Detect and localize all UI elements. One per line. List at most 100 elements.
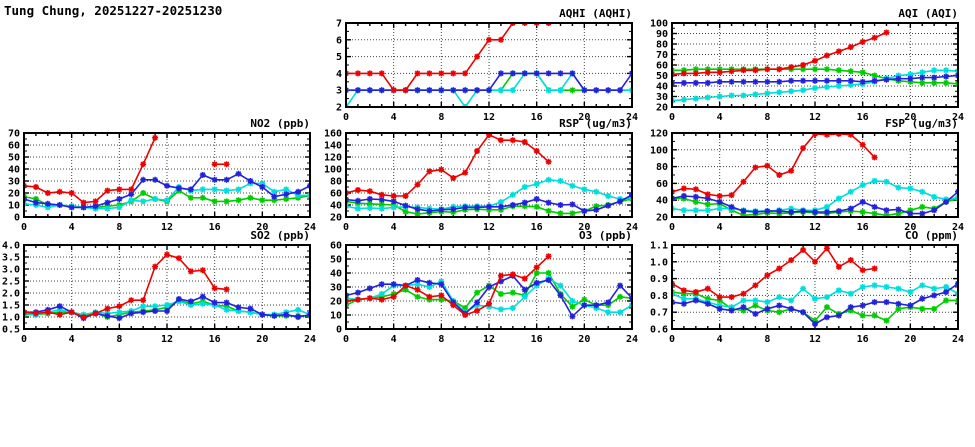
svg-text:1.1: 1.1 — [650, 241, 668, 252]
svg-text:20: 20 — [256, 222, 268, 233]
svg-text:3: 3 — [336, 86, 342, 97]
svg-text:4: 4 — [391, 112, 397, 123]
svg-text:20: 20 — [578, 222, 590, 233]
svg-text:30: 30 — [8, 177, 20, 188]
svg-text:40: 40 — [656, 82, 668, 93]
svg-text:20: 20 — [8, 189, 20, 200]
svg-text:0.9: 0.9 — [650, 274, 668, 285]
chart-rsp: RSP (ug/m3) 0 4 8 12 16 20 24 20 40 60 80 100 120 140… — [322, 110, 644, 242]
svg-text:4: 4 — [717, 334, 723, 345]
svg-text:70: 70 — [8, 129, 20, 140]
svg-text:60: 60 — [330, 189, 342, 200]
svg-text:20: 20 — [578, 334, 590, 345]
svg-text:20: 20 — [330, 297, 342, 308]
chart-no2: NO2 (ppb) 0 4 8 12 16 20 24 0 10 20 30 40 50 60 70 — [0, 110, 322, 242]
svg-text:0: 0 — [21, 222, 27, 233]
svg-text:16: 16 — [209, 222, 221, 233]
chart-title-rsp: RSP (ug/m3) — [559, 117, 632, 130]
svg-text:16: 16 — [857, 222, 869, 233]
svg-text:24: 24 — [304, 222, 316, 233]
svg-text:4: 4 — [717, 222, 723, 233]
chart-fsp: FSP (ug/m3) 0 4 8 12 16 20 24 20 40 60 80 100 120 — [648, 110, 970, 242]
svg-text:90: 90 — [656, 29, 668, 40]
svg-text:8: 8 — [438, 222, 444, 233]
svg-text:4: 4 — [391, 222, 397, 233]
svg-text:24: 24 — [952, 112, 964, 123]
svg-text:4: 4 — [391, 334, 397, 345]
svg-text:0: 0 — [669, 112, 675, 123]
svg-text:5: 5 — [336, 52, 342, 63]
svg-text:20: 20 — [904, 222, 916, 233]
svg-text:100: 100 — [650, 145, 668, 156]
chart-title-aqi: AQI (AQI) — [898, 7, 958, 20]
svg-text:0.7: 0.7 — [650, 308, 668, 319]
svg-text:20: 20 — [904, 334, 916, 345]
svg-text:0.6: 0.6 — [650, 325, 668, 336]
svg-text:4.0: 4.0 — [2, 241, 20, 252]
svg-text:24: 24 — [626, 112, 638, 123]
svg-text:2.0: 2.0 — [2, 289, 20, 300]
svg-text:16: 16 — [857, 334, 869, 345]
svg-text:0: 0 — [14, 213, 20, 224]
chart-title-aqhi: AQHI (AQHI) — [559, 7, 632, 20]
o3-plot-area: 0 4 8 12 16 20 24 0 10 20 30 40 50 60 — [330, 241, 638, 346]
svg-text:4: 4 — [336, 69, 342, 80]
svg-text:20: 20 — [656, 213, 668, 224]
svg-text:0: 0 — [336, 325, 342, 336]
svg-text:80: 80 — [330, 177, 342, 188]
svg-text:120: 120 — [324, 153, 342, 164]
chart-aqhi: AQHI (AQHI) 0 4 8 12 16 20 24 2 3 4 5 6 7 — [322, 0, 644, 132]
svg-text:16: 16 — [531, 334, 543, 345]
svg-text:120: 120 — [650, 129, 668, 140]
svg-text:10: 10 — [330, 311, 342, 322]
svg-text:12: 12 — [809, 334, 821, 345]
svg-text:160: 160 — [324, 129, 342, 140]
svg-text:4: 4 — [717, 112, 723, 123]
svg-text:7: 7 — [336, 19, 342, 30]
fsp-plot-area: 0 4 8 12 16 20 24 20 40 60 80 100 120 — [650, 129, 964, 234]
svg-text:40: 40 — [8, 165, 20, 176]
svg-text:24: 24 — [952, 222, 964, 233]
svg-text:24: 24 — [626, 222, 638, 233]
svg-text:0.8: 0.8 — [650, 291, 668, 302]
svg-text:1.5: 1.5 — [2, 301, 20, 312]
svg-text:12: 12 — [161, 334, 173, 345]
svg-text:12: 12 — [483, 334, 495, 345]
svg-text:20: 20 — [256, 334, 268, 345]
page-title: Tung Chung, 20251227-20251230 — [4, 3, 223, 18]
svg-text:2.5: 2.5 — [2, 277, 20, 288]
svg-text:20: 20 — [656, 103, 668, 114]
svg-text:20: 20 — [578, 112, 590, 123]
svg-text:8: 8 — [438, 112, 444, 123]
svg-text:50: 50 — [330, 255, 342, 266]
svg-text:1.0: 1.0 — [650, 257, 668, 268]
svg-text:50: 50 — [656, 71, 668, 82]
svg-text:30: 30 — [656, 92, 668, 103]
so2-plot-area: 0 4 8 12 16 20 24 0.51.01.52.02.53.03.54.0 — [2, 241, 316, 346]
svg-text:12: 12 — [483, 222, 495, 233]
svg-text:24: 24 — [952, 334, 964, 345]
chart-co: CO (ppm) 0 4 8 12 16 20 24 0.6 0.7 0.8 0.9 1.0 1.1 — [648, 222, 970, 354]
chart-title-so2: SO2 (ppb) — [250, 229, 310, 242]
svg-text:12: 12 — [161, 222, 173, 233]
svg-text:140: 140 — [324, 141, 342, 152]
svg-text:30: 30 — [330, 283, 342, 294]
svg-text:0: 0 — [669, 222, 675, 233]
svg-text:60: 60 — [656, 61, 668, 72]
svg-text:0: 0 — [343, 334, 349, 345]
svg-text:0.5: 0.5 — [2, 325, 20, 336]
svg-text:8: 8 — [116, 222, 122, 233]
svg-text:1.0: 1.0 — [2, 313, 20, 324]
svg-text:8: 8 — [438, 334, 444, 345]
svg-text:4: 4 — [69, 222, 75, 233]
svg-text:0: 0 — [669, 334, 675, 345]
svg-text:70: 70 — [656, 50, 668, 61]
svg-text:8: 8 — [116, 334, 122, 345]
svg-text:8: 8 — [764, 112, 770, 123]
svg-text:16: 16 — [531, 222, 543, 233]
svg-text:12: 12 — [809, 222, 821, 233]
chart-aqi: AQI (AQI) 0 4 8 12 16 20 24 20 30 40 50 60 70 80 90 100 — [648, 0, 970, 132]
